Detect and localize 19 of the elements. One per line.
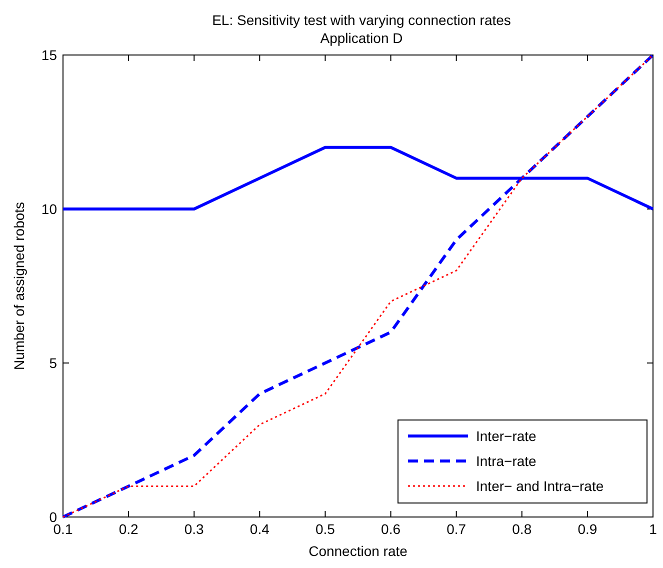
x-tick-label: 0.4	[250, 521, 270, 537]
x-tick-label: 0.9	[578, 521, 598, 537]
x-tick-label: 0.5	[315, 521, 336, 537]
y-tick-label: 10	[41, 201, 58, 217]
legend-label: Inter− and Intra−rate	[476, 478, 604, 494]
y-axis-title: Number of assigned robots	[11, 202, 27, 370]
chart-subtitle: Application D	[320, 30, 403, 46]
x-tick-label: 0.7	[446, 521, 466, 537]
y-tick-label: 15	[41, 47, 58, 63]
y-tick-label: 5	[49, 355, 58, 371]
chart-title: EL: Sensitivity test with varying connection rates	[212, 12, 511, 28]
legend-label: Intra−rate	[476, 453, 537, 469]
x-tick-label: 0.2	[118, 521, 138, 537]
x-tick-label: 0.8	[512, 521, 532, 537]
x-axis-title: Connection rate	[308, 543, 408, 559]
legend-label: Inter−rate	[476, 428, 537, 444]
x-tick-label: 1	[649, 521, 658, 537]
x-tick-label: 0.3	[184, 521, 204, 537]
x-tick-label: 0.6	[381, 521, 401, 537]
